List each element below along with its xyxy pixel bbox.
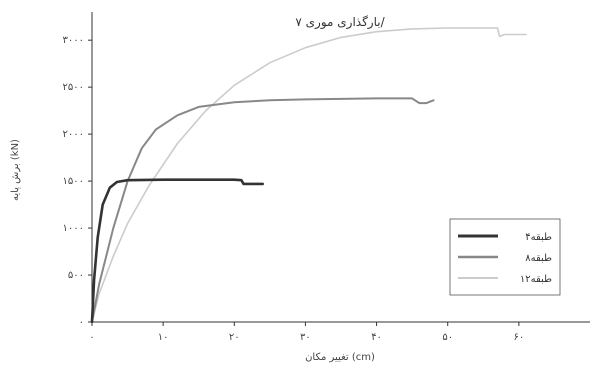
x-tick-label: ۰ xyxy=(89,332,94,343)
x-tick-label: ۲۰ xyxy=(229,332,240,343)
y-tick-label: ۵۰۰ xyxy=(68,270,84,281)
y-tick-label: ۱۵۰۰ xyxy=(63,176,84,187)
y-tick-label: ۲۰۰۰ xyxy=(63,129,84,140)
y-tick-label: ۱۰۰۰ xyxy=(63,223,84,234)
y-tick-label: ۳۰۰۰ xyxy=(63,35,84,46)
series-line-2 xyxy=(91,27,527,323)
x-axis-label: تغییر مکان (cm) xyxy=(305,352,375,363)
x-tick-label: ۵۰ xyxy=(442,332,453,343)
y-axis-label: برش پایه (kN) xyxy=(10,139,21,201)
series-line-1 xyxy=(91,97,435,323)
legend-label-2: ۱۲طبقه xyxy=(520,274,552,285)
series-line-0 xyxy=(90,178,264,324)
series-layer xyxy=(90,27,527,324)
x-tick-label: ۴۰ xyxy=(371,332,382,343)
y-tick-label: ۰ xyxy=(79,317,84,328)
axis-layer: ۰ ۵۰۰ ۱۰۰۰ ۱۵۰۰ ۲۰۰۰ ۲۵۰۰ ۳۰۰۰ ۰ ۱۰ ۲۰ ۳۰ ۴۰ ۵۰ ۶۰ xyxy=(63,12,590,343)
x-tick-label: ۳۰ xyxy=(300,332,311,343)
chart-title: بارگذاری موری ۷/ xyxy=(295,15,385,30)
x-tick-label: ۱۰ xyxy=(158,332,169,343)
x-tick-label: ۶۰ xyxy=(513,332,524,343)
legend-label-0: ۴طبقه xyxy=(525,232,552,243)
legend: ۴طبقه ۸طبقه ۱۲طبقه xyxy=(449,218,561,296)
y-tick-label: ۲۵۰۰ xyxy=(63,82,84,93)
legend-label-1: ۸طبقه xyxy=(525,253,552,264)
legend-items: ۴طبقه ۸طبقه ۱۲طبقه xyxy=(458,232,552,285)
